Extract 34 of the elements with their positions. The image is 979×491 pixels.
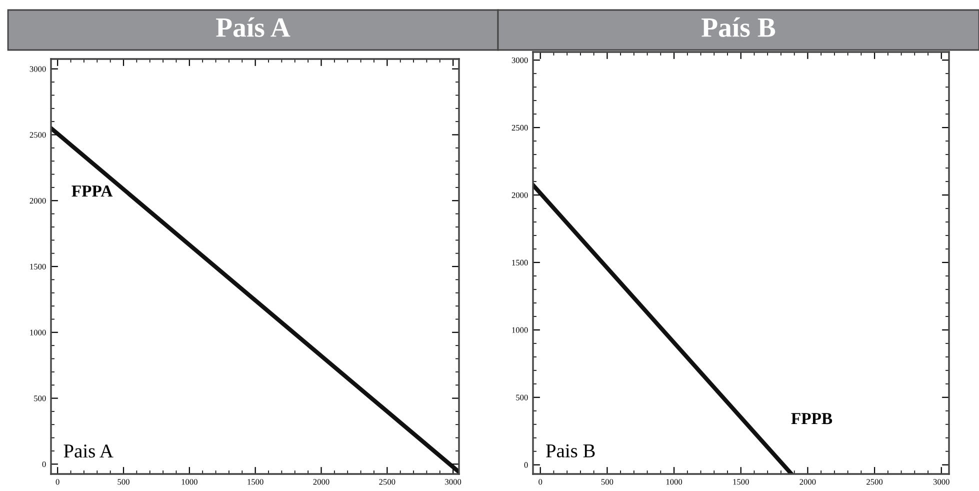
- y-tick-label: 0: [42, 461, 46, 468]
- x-tick-label: 2000: [800, 479, 816, 485]
- y-tick-label: 2500: [30, 132, 46, 138]
- x-tick-label: 2500: [379, 479, 396, 485]
- y-tick-label: 3000: [512, 57, 528, 64]
- y-tick-label: 1000: [30, 330, 46, 336]
- chart-title: País A: [216, 17, 290, 37]
- annotation: Pais B: [546, 444, 595, 458]
- y-tick-label: 500: [516, 394, 528, 400]
- y-tick-label: 1500: [30, 264, 46, 270]
- x-tick-label: 3000: [445, 479, 462, 485]
- y-tick-label: 2500: [512, 124, 528, 131]
- x-tick-label: 0: [56, 479, 60, 485]
- y-tick-label: 500: [34, 396, 46, 402]
- y-tick-label: 1500: [512, 260, 528, 266]
- y-tick-label: 2000: [512, 192, 528, 198]
- x-tick-label: 1500: [733, 479, 749, 485]
- x-tick-label: 1500: [248, 479, 264, 485]
- x-tick-label: 2500: [866, 479, 883, 485]
- x-tick-label: 3000: [933, 479, 950, 485]
- annotation: FPPB: [791, 413, 832, 424]
- y-tick-label: 1000: [512, 327, 528, 333]
- annotation: Pais A: [64, 444, 114, 458]
- chart-title: País B: [702, 17, 776, 37]
- y-tick-label: 0: [524, 462, 528, 468]
- x-tick-label: 1000: [666, 479, 682, 485]
- y-tick-label: 3000: [30, 66, 46, 72]
- x-tick-label: 0: [538, 479, 542, 485]
- x-tick-label: 500: [118, 479, 130, 485]
- x-tick-label: 2000: [313, 479, 330, 485]
- y-tick-label: 2000: [30, 198, 46, 204]
- x-tick-label: 1000: [182, 479, 198, 485]
- x-tick-label: 500: [601, 479, 614, 485]
- annotation: FPPA: [72, 186, 113, 197]
